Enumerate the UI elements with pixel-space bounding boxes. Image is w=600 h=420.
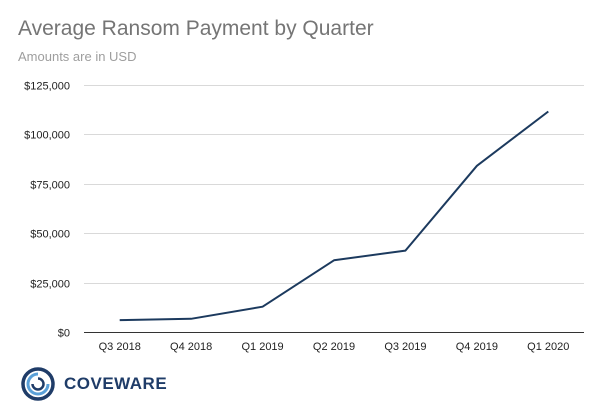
- coveware-logo-icon: [21, 367, 55, 401]
- y-tick-label: $0: [58, 328, 70, 340]
- x-tick-label: Q4 2019: [456, 341, 498, 353]
- chart-title: Average Ransom Payment by Quarter: [18, 17, 374, 40]
- brand-name: COVEWARE: [64, 374, 168, 393]
- series-line: [119, 110, 549, 322]
- series-layer: [119, 110, 549, 322]
- x-tick-label: Q3 2018: [99, 341, 141, 353]
- y-tick-label: $100,000: [24, 130, 70, 142]
- y-tick-label: $75,000: [30, 180, 70, 192]
- x-tick-label: Q3 2019: [384, 341, 426, 353]
- y-axis-ticks: $0 $25,000 $50,000 $75,000 $100,000 $125,000: [24, 81, 70, 340]
- y-tick-label: $50,000: [30, 229, 70, 241]
- chart-subtitle: Amounts are in USD: [18, 49, 137, 64]
- x-axis-ticks: Q3 2018 Q4 2018 Q1 2019 Q2 2019 Q3 2019 Q4 20…: [99, 341, 570, 353]
- grid-lines: [84, 85, 584, 333]
- y-tick-label: $125,000: [24, 81, 70, 93]
- x-tick-label: Q4 2018: [170, 341, 212, 353]
- brand-logo: COVEWARE: [20, 366, 167, 402]
- x-tick-label: Q1 2020: [527, 341, 569, 353]
- x-tick-label: Q1 2019: [241, 341, 283, 353]
- y-tick-label: $25,000: [30, 279, 70, 291]
- x-tick-label: Q2 2019: [313, 341, 355, 353]
